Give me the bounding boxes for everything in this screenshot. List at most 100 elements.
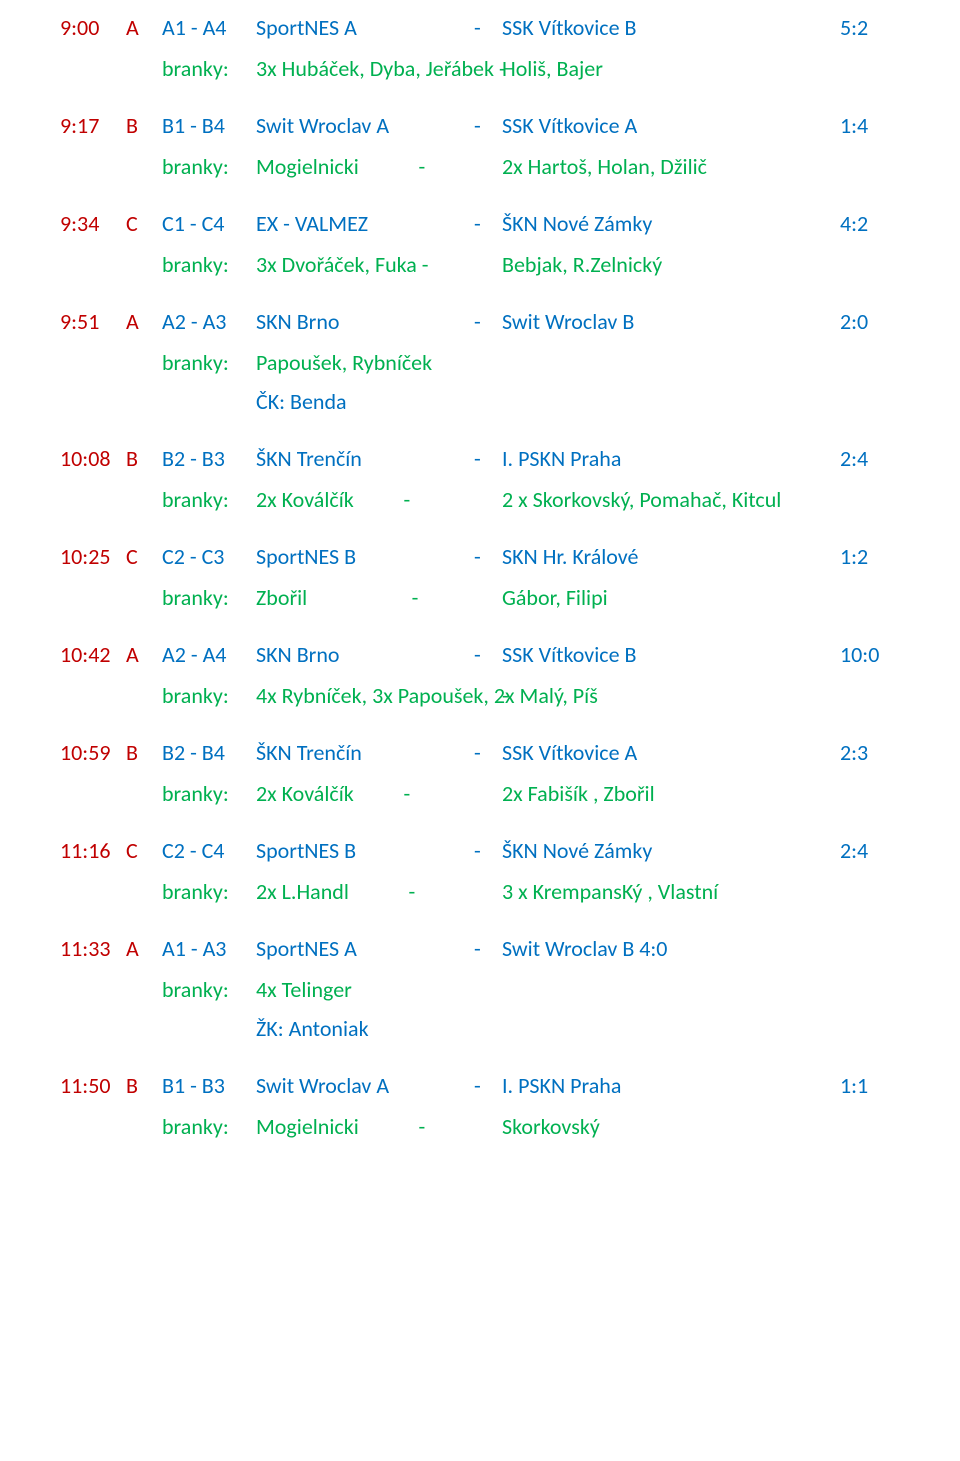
away-team: SSK Vítkovice A — [502, 739, 832, 766]
away-team: I. PSKN Praha — [502, 1072, 832, 1099]
match-row: 11:16 C C2 - C4 SportNES B - ŠKN Nové Zá… — [60, 837, 900, 864]
score: 2:3 — [840, 739, 900, 766]
away-team: I. PSKN Praha — [502, 445, 832, 472]
goals-home: Papoušek, Rybníček — [256, 349, 466, 376]
match-bracket: B2 - B4 — [162, 739, 248, 766]
match-time: 10:42 — [60, 641, 118, 668]
goals-home: Zbořil - — [256, 584, 466, 611]
match-row: 10:59 B B2 - B4 ŠKN Trenčín - SSK Vítkov… — [60, 739, 900, 766]
card-row: ČK: Benda — [60, 388, 900, 415]
goals-label: branky: — [162, 349, 248, 376]
match-bracket: A2 - A4 — [162, 641, 248, 668]
match-group: C — [126, 543, 154, 570]
goals-home: 2x Koválčík - — [256, 486, 466, 513]
match-bracket: B1 - B3 — [162, 1072, 248, 1099]
dash: - — [474, 210, 494, 237]
goals-label: branky: — [162, 1113, 248, 1140]
goals-label: branky: — [162, 878, 248, 905]
score: 5:2 — [840, 14, 900, 41]
match-time: 11:50 — [60, 1072, 118, 1099]
card-row: ŽK: Antoniak — [60, 1015, 900, 1042]
score: 4:2 — [840, 210, 900, 237]
match-bracket: A1 - A4 — [162, 14, 248, 41]
score: 1:2 — [840, 543, 900, 570]
match-time: 9:34 — [60, 210, 118, 237]
goals-row: branky: 4x Telinger — [60, 976, 900, 1003]
goals-home: 2x Koválčík - — [256, 780, 466, 807]
goals-row: branky: 2x Koválčík - 2 x Skorkovský, Po… — [60, 486, 900, 513]
match-bracket: C1 - C4 — [162, 210, 248, 237]
goals-row: branky: 3x Hubáček, Dyba, Jeřábek - Holi… — [60, 55, 900, 82]
match-group: B — [126, 445, 154, 472]
goals-row: branky: Mogielnicki - Skorkovský — [60, 1113, 900, 1140]
match-bracket: C2 - C4 — [162, 837, 248, 864]
away-team: Swit Wroclav B 4:0 — [502, 935, 832, 962]
match-row: 10:08 B B2 - B3 ŠKN Trenčín - I. PSKN Pr… — [60, 445, 900, 472]
away-team: Swit Wroclav B — [502, 308, 832, 335]
goals-away: - — [502, 682, 832, 709]
dash: - — [474, 308, 494, 335]
match-row: 11:33 A A1 - A3 SportNES A - Swit Wrocla… — [60, 935, 900, 962]
match-bracket: B2 - B3 — [162, 445, 248, 472]
goals-row: branky: Zbořil - Gábor, Filipi — [60, 584, 900, 611]
match-row: 9:51 A A2 - A3 SKN Brno - Swit Wroclav B… — [60, 308, 900, 335]
dash: - — [474, 837, 494, 864]
match-time: 11:16 — [60, 837, 118, 864]
home-team: EX - VALMEZ — [256, 210, 466, 237]
dash: - — [474, 543, 494, 570]
goals-home: 3x Dvořáček, Fuka - — [256, 251, 466, 278]
score: 2:0 — [840, 308, 900, 335]
goals-home: 2x L.Handl - — [256, 878, 466, 905]
card-text: ŽK: Antoniak — [256, 1015, 466, 1042]
goals-label: branky: — [162, 55, 248, 82]
match-time: 11:33 — [60, 935, 118, 962]
match-group: B — [126, 739, 154, 766]
home-team: ŠKN Trenčín — [256, 445, 466, 472]
match-row: 11:50 B B1 - B3 Swit Wroclav A - I. PSKN… — [60, 1072, 900, 1099]
away-team: ŠKN Nové Zámky — [502, 837, 832, 864]
dash: - — [474, 445, 494, 472]
away-team: SSK Vítkovice A — [502, 112, 832, 139]
match-time: 9:51 — [60, 308, 118, 335]
match-bracket: A2 - A3 — [162, 308, 248, 335]
score: 10:0 — [840, 641, 900, 668]
goals-row: branky: 3x Dvořáček, Fuka - Bebjak, R.Ze… — [60, 251, 900, 278]
dash: - — [474, 14, 494, 41]
match-row: 9:17 B B1 - B4 Swit Wroclav A - SSK Vítk… — [60, 112, 900, 139]
match-group: C — [126, 837, 154, 864]
dash: - — [474, 112, 494, 139]
match-time: 10:25 — [60, 543, 118, 570]
match-group: B — [126, 112, 154, 139]
goals-label: branky: — [162, 251, 248, 278]
goals-home: 3x Hubáček, Dyba, Jeřábek - — [256, 55, 466, 82]
home-team: ŠKN Trenčín — [256, 739, 466, 766]
goals-label: branky: — [162, 584, 248, 611]
goals-home: Mogielnicki - — [256, 153, 466, 180]
match-time: 9:00 — [60, 14, 118, 41]
home-team: SKN Brno — [256, 308, 466, 335]
goals-label: branky: — [162, 780, 248, 807]
goals-row: branky: Papoušek, Rybníček — [60, 349, 900, 376]
match-group: A — [126, 641, 154, 668]
dash: - — [474, 739, 494, 766]
score: 2:4 — [840, 445, 900, 472]
goals-label: branky: — [162, 153, 248, 180]
match-time: 10:59 — [60, 739, 118, 766]
goals-row: branky: Mogielnicki - 2x Hartoš, Holan, … — [60, 153, 900, 180]
goals-label: branky: — [162, 976, 248, 1003]
match-group: A — [126, 308, 154, 335]
score: 1:1 — [840, 1072, 900, 1099]
goals-away: Gábor, Filipi — [502, 584, 832, 611]
goals-away: 2x Fabišík , Zbořil — [502, 780, 832, 807]
score: 2:4 — [840, 837, 900, 864]
goals-away: 3 x KrempansKý , Vlastní — [502, 878, 832, 905]
away-team: SSK Vítkovice B — [502, 641, 832, 668]
goals-row: branky: 4x Rybníček, 3x Papoušek, 2x Mal… — [60, 682, 900, 709]
home-team: Swit Wroclav A — [256, 1072, 466, 1099]
goals-home: 4x Telinger — [256, 976, 466, 1003]
dash: - — [474, 1072, 494, 1099]
match-row: 10:25 C C2 - C3 SportNES B - SKN Hr. Krá… — [60, 543, 900, 570]
goals-label: branky: — [162, 682, 248, 709]
home-team: SportNES B — [256, 543, 466, 570]
match-row: 9:34 C C1 - C4 EX - VALMEZ - ŠKN Nové Zá… — [60, 210, 900, 237]
